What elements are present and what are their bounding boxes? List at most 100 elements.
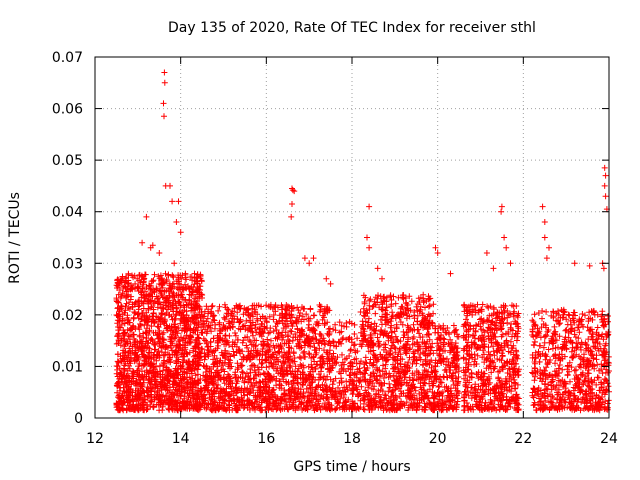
data-point — [145, 359, 152, 366]
data-point — [162, 382, 169, 389]
data-point — [115, 379, 122, 386]
data-point — [130, 314, 137, 321]
data-point — [118, 375, 125, 382]
data-point — [183, 374, 190, 381]
data-point — [155, 401, 162, 408]
data-point — [187, 274, 194, 280]
data-point — [123, 405, 130, 412]
data-point — [167, 398, 174, 405]
data-point — [155, 324, 162, 331]
data-point — [151, 271, 158, 278]
data-point — [162, 295, 169, 302]
data-point — [197, 359, 203, 366]
data-point — [176, 383, 183, 390]
data-point — [153, 351, 160, 358]
data-point — [165, 377, 171, 384]
data-point — [134, 284, 141, 291]
data-point — [122, 339, 129, 346]
data-point — [162, 311, 169, 318]
data-point — [188, 401, 195, 408]
data-point — [187, 376, 194, 383]
data-point — [115, 394, 121, 401]
data-point — [131, 309, 138, 315]
data-point — [147, 337, 154, 344]
data-point — [153, 293, 160, 300]
data-point — [171, 379, 178, 386]
data-point — [148, 355, 155, 362]
data-point — [137, 391, 144, 397]
data-point — [157, 371, 164, 378]
data-point — [157, 272, 164, 279]
data-point — [168, 285, 174, 292]
data-point — [159, 275, 166, 282]
data-point — [151, 366, 158, 373]
data-point — [192, 403, 198, 410]
data-point — [189, 392, 196, 399]
data-point — [186, 364, 193, 370]
data-point — [153, 285, 160, 292]
data-point — [162, 344, 169, 351]
data-point — [176, 403, 183, 410]
data-point — [163, 385, 170, 391]
data-point — [123, 293, 130, 300]
data-point — [150, 404, 157, 411]
data-point — [129, 304, 136, 310]
data-point — [187, 327, 194, 334]
data-point — [194, 387, 201, 394]
data-point — [129, 324, 136, 331]
data-point — [198, 278, 205, 285]
data-point — [157, 315, 164, 321]
data-point — [132, 300, 138, 307]
data-point — [173, 291, 180, 298]
data-point — [164, 392, 171, 399]
data-point — [152, 339, 158, 346]
data-point — [150, 277, 157, 284]
data-point — [129, 331, 136, 338]
data-point — [178, 293, 184, 300]
data-point — [115, 281, 122, 288]
data-point — [171, 335, 178, 342]
data-point — [127, 386, 134, 393]
data-point — [135, 285, 142, 292]
data-point — [126, 336, 133, 343]
data-point — [136, 333, 143, 340]
data-point — [161, 351, 168, 358]
data-point — [145, 393, 152, 400]
data-point — [159, 407, 166, 414]
data-point — [139, 402, 146, 409]
data-point — [189, 361, 196, 368]
data-point — [193, 286, 200, 293]
data-point — [181, 307, 188, 314]
data-point — [177, 375, 184, 382]
data-point — [117, 294, 124, 301]
data-point — [164, 324, 171, 331]
data-point — [148, 297, 155, 304]
data-point — [197, 293, 203, 300]
data-point — [169, 351, 176, 358]
data-point — [189, 316, 196, 323]
data-point — [114, 380, 121, 387]
data-point — [174, 389, 181, 395]
data-point — [182, 339, 189, 346]
data-point — [185, 360, 192, 367]
data-point — [154, 353, 161, 360]
data-point — [173, 374, 179, 381]
data-point — [139, 373, 146, 380]
data-point — [170, 329, 177, 336]
data-point — [175, 338, 182, 345]
data-point — [145, 385, 152, 392]
data-point — [135, 310, 142, 317]
data-point — [156, 281, 163, 287]
data-point — [155, 348, 162, 354]
data-point — [190, 326, 197, 333]
data-point — [117, 387, 123, 394]
data-point — [176, 341, 183, 348]
data-point — [156, 381, 163, 387]
data-point — [129, 392, 136, 399]
data-point — [170, 280, 177, 287]
data-point — [115, 331, 122, 338]
data-point — [168, 344, 175, 351]
grid-lines — [95, 57, 609, 418]
data-point — [160, 319, 167, 326]
data-point — [137, 279, 144, 286]
